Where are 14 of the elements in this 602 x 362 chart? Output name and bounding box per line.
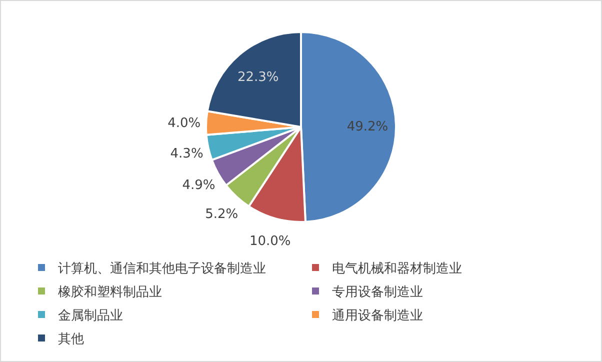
data-label: 4.0% bbox=[168, 116, 201, 132]
legend-label: 其他 bbox=[58, 332, 84, 347]
data-label: 5.2% bbox=[205, 206, 238, 222]
data-label: 10.0% bbox=[249, 234, 291, 249]
legend-label: 计算机、通信和其他电子设备制造业 bbox=[58, 262, 266, 276]
legend-label: 通用设备制造业 bbox=[332, 308, 423, 324]
legend-label: 电气机械和器材制造业 bbox=[332, 262, 462, 276]
data-label: 22.3% bbox=[237, 70, 279, 86]
legend-label: 金属制品业 bbox=[58, 308, 123, 324]
data-label: 4.9% bbox=[182, 178, 216, 193]
data-label: 49.2% bbox=[346, 119, 388, 134]
legend-label: 橡胶和塑料制品业 bbox=[58, 284, 162, 300]
legend-label: 专用设备制造业 bbox=[332, 285, 423, 300]
data-label: 4.3% bbox=[170, 146, 204, 162]
